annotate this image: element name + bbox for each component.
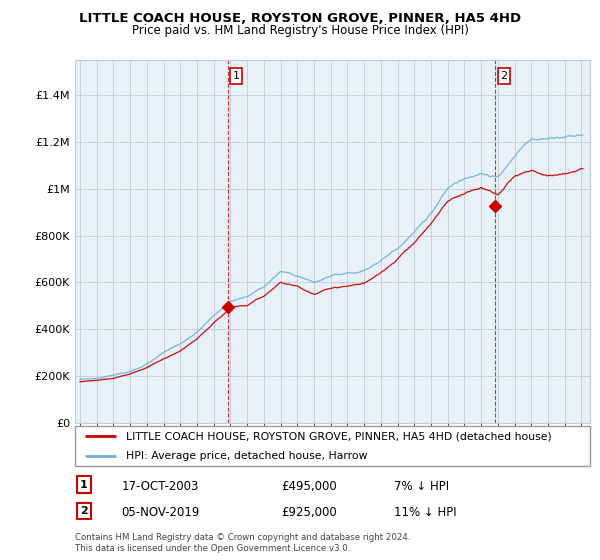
Text: 2: 2 — [80, 506, 88, 516]
Text: 1: 1 — [80, 479, 88, 489]
Text: 17-OCT-2003: 17-OCT-2003 — [121, 479, 199, 493]
Text: £495,000: £495,000 — [281, 479, 337, 493]
FancyBboxPatch shape — [75, 426, 590, 466]
Text: 1: 1 — [233, 71, 239, 81]
Text: £925,000: £925,000 — [281, 506, 337, 519]
Text: 11% ↓ HPI: 11% ↓ HPI — [394, 506, 457, 519]
Text: 2: 2 — [500, 71, 508, 81]
Text: 05-NOV-2019: 05-NOV-2019 — [121, 506, 200, 519]
Text: HPI: Average price, detached house, Harrow: HPI: Average price, detached house, Harr… — [127, 451, 368, 461]
Text: Price paid vs. HM Land Registry's House Price Index (HPI): Price paid vs. HM Land Registry's House … — [131, 24, 469, 36]
Text: 7% ↓ HPI: 7% ↓ HPI — [394, 479, 449, 493]
Text: LITTLE COACH HOUSE, ROYSTON GROVE, PINNER, HA5 4HD (detached house): LITTLE COACH HOUSE, ROYSTON GROVE, PINNE… — [127, 432, 552, 441]
Text: Contains HM Land Registry data © Crown copyright and database right 2024.
This d: Contains HM Land Registry data © Crown c… — [75, 533, 410, 553]
Text: LITTLE COACH HOUSE, ROYSTON GROVE, PINNER, HA5 4HD: LITTLE COACH HOUSE, ROYSTON GROVE, PINNE… — [79, 12, 521, 25]
